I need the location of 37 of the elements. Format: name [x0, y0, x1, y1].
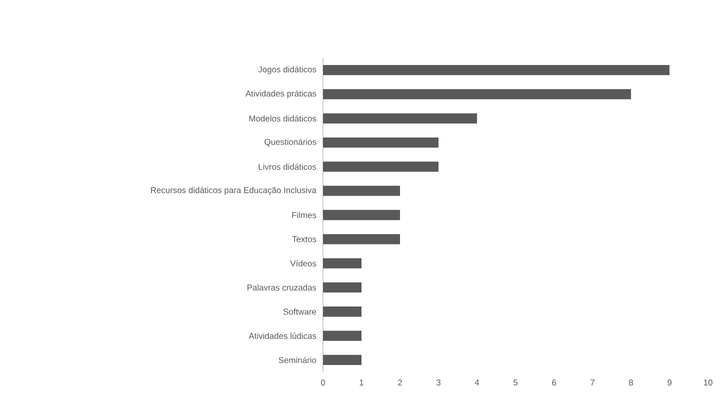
y-tick-label: Recursos didáticos para Educação Inclusiva — [151, 186, 316, 195]
y-tick-label: Vídeos — [290, 260, 316, 266]
y-tick-label: Questionários — [264, 138, 316, 146]
y-tick-label: Livros didáticos — [258, 164, 316, 170]
y-tick-label: Palavras cruzadas — [248, 284, 316, 291]
x-tick-label: 2 — [398, 380, 402, 386]
y-tick-label: Atividades práticas — [245, 90, 316, 98]
y-tick-label: Software — [283, 308, 316, 315]
bar — [323, 162, 439, 172]
x-tick-label: 4 — [474, 380, 480, 386]
y-tick-label: Jogos didáticos — [258, 66, 316, 74]
x-tick-label: 9 — [668, 380, 672, 386]
y-tick-label: Filmes — [292, 212, 316, 218]
x-tick-label: 1 — [360, 380, 364, 386]
bar — [323, 113, 478, 124]
bar — [323, 258, 362, 268]
bar — [323, 210, 400, 220]
x-tick-label: 10 — [704, 380, 712, 386]
bar — [323, 89, 632, 100]
y-tick-label: Modelos didáticos — [249, 115, 316, 122]
x-tick-label: 0 — [320, 380, 326, 386]
bar — [323, 354, 362, 365]
x-tick-label: 6 — [552, 380, 556, 386]
bar — [323, 186, 400, 196]
bar — [323, 282, 362, 293]
bar — [323, 306, 362, 317]
bar — [323, 330, 362, 341]
x-tick-label: 5 — [514, 380, 518, 386]
x-tick-label: 8 — [629, 380, 633, 386]
bar — [323, 137, 439, 148]
y-tick-label: Seminário — [278, 356, 316, 364]
x-tick-label: 3 — [436, 380, 440, 386]
bar — [323, 234, 400, 244]
bar — [323, 65, 670, 76]
x-tick-label: 7 — [590, 380, 594, 386]
y-tick-label: Atividades lúdicas — [248, 332, 316, 339]
y-tick-label: Textos — [292, 236, 316, 242]
